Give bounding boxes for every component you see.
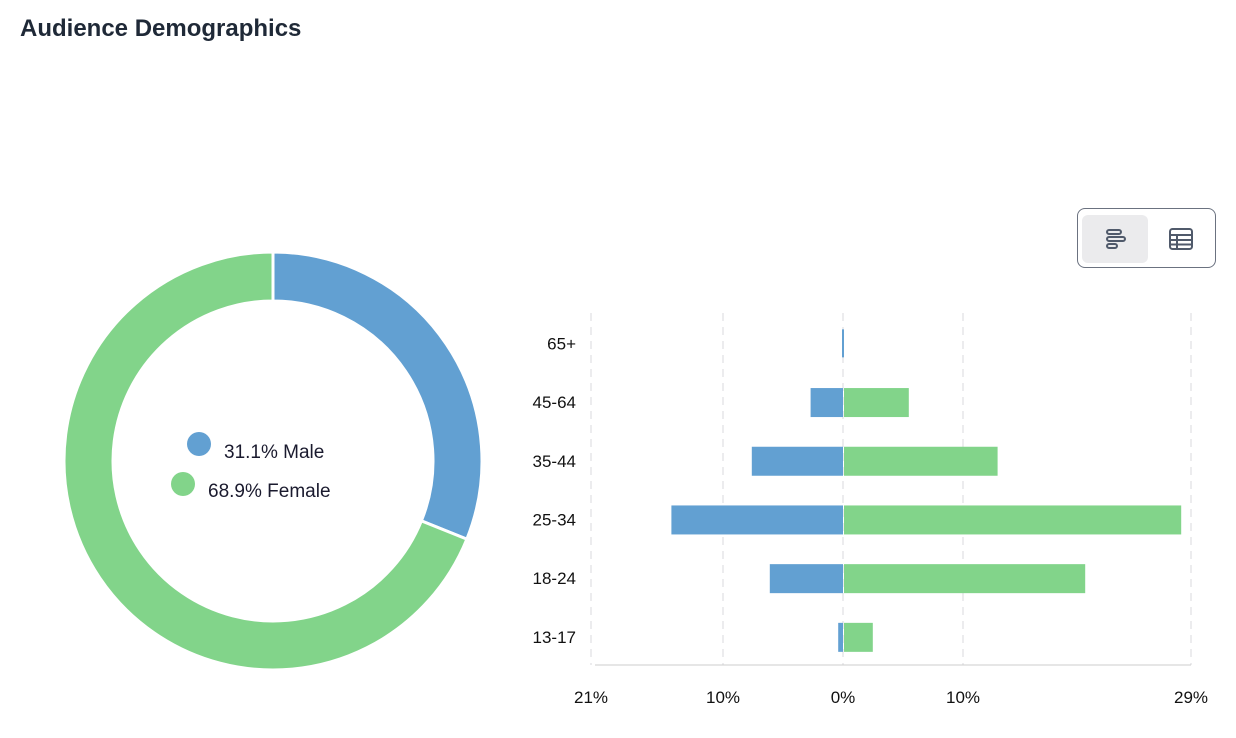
x-tick-label: 21% xyxy=(574,688,608,707)
table-icon xyxy=(1169,228,1193,250)
bar-male[interactable] xyxy=(769,564,843,594)
y-tick-label: 35-44 xyxy=(533,452,576,471)
bar-male[interactable] xyxy=(671,505,843,535)
bar-female[interactable] xyxy=(844,505,1182,535)
y-tick-label: 25-34 xyxy=(533,510,576,529)
y-tick-label: 65+ xyxy=(547,334,576,353)
bar-view-button[interactable] xyxy=(1082,215,1148,263)
bar-male[interactable] xyxy=(751,446,843,476)
y-tick-label: 18-24 xyxy=(533,569,576,588)
table-view-button[interactable] xyxy=(1148,215,1214,263)
bar-female[interactable] xyxy=(844,564,1086,594)
bar-male[interactable] xyxy=(838,622,843,652)
donut-chart xyxy=(62,250,484,672)
bar-female[interactable] xyxy=(844,622,873,652)
bar-male[interactable] xyxy=(842,329,844,358)
legend-male-dot xyxy=(187,432,211,456)
legend-female-dot xyxy=(171,472,195,496)
x-tick-label: 29% xyxy=(1174,688,1208,707)
donut-slice-female[interactable] xyxy=(62,250,469,672)
bar-chart-icon xyxy=(1106,229,1126,249)
y-tick-label: 45-64 xyxy=(533,393,576,412)
bar-female[interactable] xyxy=(844,446,998,476)
legend-male-label: 31.1% Male xyxy=(224,442,324,463)
view-toggle xyxy=(1077,208,1216,268)
page-title: Audience Demographics xyxy=(20,15,302,42)
x-tick-label: 10% xyxy=(946,688,980,707)
x-tick-label: 0% xyxy=(831,688,856,707)
legend-female-label: 68.9% Female xyxy=(208,481,331,502)
bar-male[interactable] xyxy=(810,388,843,418)
x-tick-label: 10% xyxy=(706,688,740,707)
y-tick-label: 13-17 xyxy=(533,628,576,647)
bar-female[interactable] xyxy=(844,388,909,418)
age-bar-chart: 21% 10% 0% 10% 29% 65+ 45-64 35-44 25-34 18-24 13-… xyxy=(533,313,1208,707)
